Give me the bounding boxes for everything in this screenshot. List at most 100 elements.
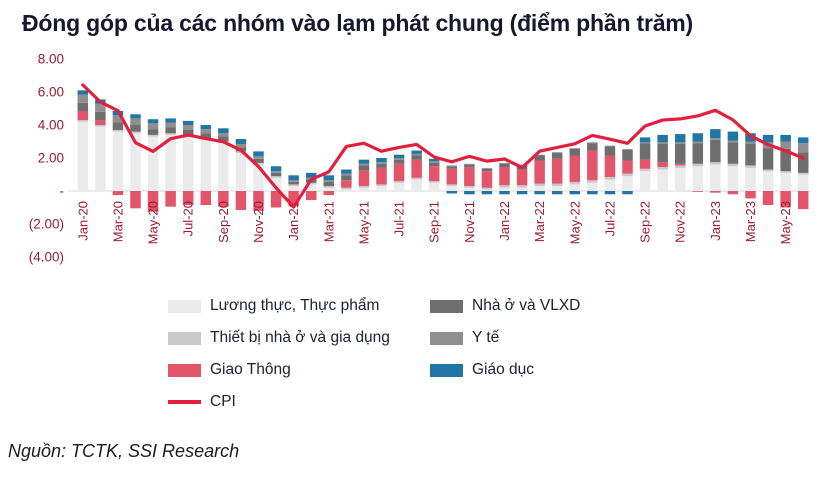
bar-segment xyxy=(569,191,581,195)
bar-segment xyxy=(147,119,159,124)
x-axis-tick-label: Mar-23 xyxy=(743,201,758,242)
bar-segment xyxy=(147,134,159,137)
bar-segment xyxy=(200,139,212,191)
bar-segment xyxy=(358,187,370,191)
legend-label: Nhà ở và VLXD xyxy=(472,297,581,314)
bar-segment xyxy=(77,102,89,111)
series-color-swatch xyxy=(168,363,201,377)
bar-segment xyxy=(358,165,370,171)
bar-segment xyxy=(253,191,264,211)
x-axis-tick-label: Jul-20 xyxy=(181,201,196,236)
bar-segment xyxy=(604,176,616,180)
x-axis-tick-label: Mar-20 xyxy=(110,201,125,242)
bar-segment xyxy=(604,179,616,191)
bar-segment xyxy=(112,191,124,196)
bar-segment xyxy=(657,142,668,144)
bar-segment xyxy=(657,134,668,143)
bar-segment xyxy=(745,165,756,168)
cpi-line-swatch xyxy=(168,400,201,404)
bar-segment xyxy=(253,158,264,163)
bar-segment xyxy=(674,163,686,166)
bar-segment xyxy=(95,125,106,127)
bar-segment xyxy=(464,187,475,191)
bar-segment xyxy=(393,159,405,164)
bar-segment xyxy=(95,103,106,112)
bar-segment xyxy=(77,121,89,191)
bar-segment xyxy=(147,129,159,135)
y-axis-tick-label: 2.00 xyxy=(38,151,64,166)
bar-segment xyxy=(569,155,581,182)
cpi-line xyxy=(81,83,805,209)
x-axis-tick-label: May-20 xyxy=(146,201,161,244)
bar-segment xyxy=(235,139,247,144)
bar-segment xyxy=(534,160,545,184)
bar-segment xyxy=(446,168,458,185)
bar-segment xyxy=(165,127,176,134)
legend-label: Y tế xyxy=(472,329,500,346)
bar-segment xyxy=(516,164,528,166)
bar-segment xyxy=(253,156,264,159)
bar-segment xyxy=(692,166,704,191)
bar-segment xyxy=(727,140,739,143)
bar-segment xyxy=(499,191,510,195)
bar-segment xyxy=(428,161,440,163)
bar-segment xyxy=(323,175,335,181)
bar-segment xyxy=(411,150,422,154)
bar-segment xyxy=(692,133,704,142)
bar-segment xyxy=(780,141,791,149)
bar-segment xyxy=(727,166,739,191)
bar-segment xyxy=(657,167,668,170)
bar-segment xyxy=(622,148,633,150)
x-axis-tick-label: Sep-21 xyxy=(427,201,442,243)
x-axis-tick-label: Sep-20 xyxy=(216,201,231,243)
bar-segment xyxy=(639,159,651,169)
bar-segment xyxy=(235,191,247,210)
bar-segment xyxy=(534,186,545,191)
bar-segment xyxy=(797,174,809,191)
bar-segment xyxy=(710,191,721,193)
legend-item: Y tế xyxy=(430,329,820,346)
bar-segment xyxy=(393,163,405,182)
bar-segment xyxy=(639,168,651,172)
bar-segment xyxy=(464,191,475,195)
bar-segment xyxy=(288,181,299,185)
bar-segment xyxy=(692,143,704,164)
bar-segment xyxy=(218,128,229,134)
bar-segment xyxy=(587,143,598,151)
bar-segment xyxy=(657,162,668,168)
bar-segment xyxy=(235,153,247,191)
bar-segment xyxy=(130,133,141,191)
series-color-swatch xyxy=(430,363,463,377)
legend-item: CPI xyxy=(168,393,430,410)
bar-segment xyxy=(780,171,791,173)
bar-segment xyxy=(551,152,563,154)
bar-segment xyxy=(165,118,176,123)
x-axis-tick-label: Sep-22 xyxy=(638,201,653,243)
bar-segment xyxy=(130,114,141,119)
bar-segment xyxy=(305,172,317,178)
bar-segment xyxy=(551,191,563,195)
bar-segment xyxy=(446,186,458,191)
bar-segment xyxy=(393,158,405,160)
bar-segment xyxy=(288,175,299,181)
bar-segment xyxy=(270,166,282,172)
bar-segment xyxy=(95,126,106,191)
bar-segment xyxy=(112,122,124,130)
bar-segment xyxy=(639,143,651,160)
bar-segment xyxy=(112,129,124,132)
bar-segment xyxy=(411,159,422,178)
bar-segment xyxy=(481,171,493,188)
legend-item: Giáo dục xyxy=(430,361,820,378)
bar-segment xyxy=(270,171,282,173)
bar-segment xyxy=(551,158,563,184)
bar-segment xyxy=(77,120,89,122)
chart-legend: Lương thực, Thực phẩm Nhà ở và VLXD Thiết … xyxy=(168,297,820,410)
x-axis-tick-label: Jan-21 xyxy=(286,201,301,241)
legend-label: CPI xyxy=(210,393,236,410)
bar-segment xyxy=(182,136,194,191)
bar-segment xyxy=(569,184,581,191)
bar-segment xyxy=(745,167,756,191)
bar-segment xyxy=(270,191,282,208)
y-axis-tick-label: (4.00) xyxy=(29,250,64,265)
bar-segment xyxy=(797,152,809,173)
